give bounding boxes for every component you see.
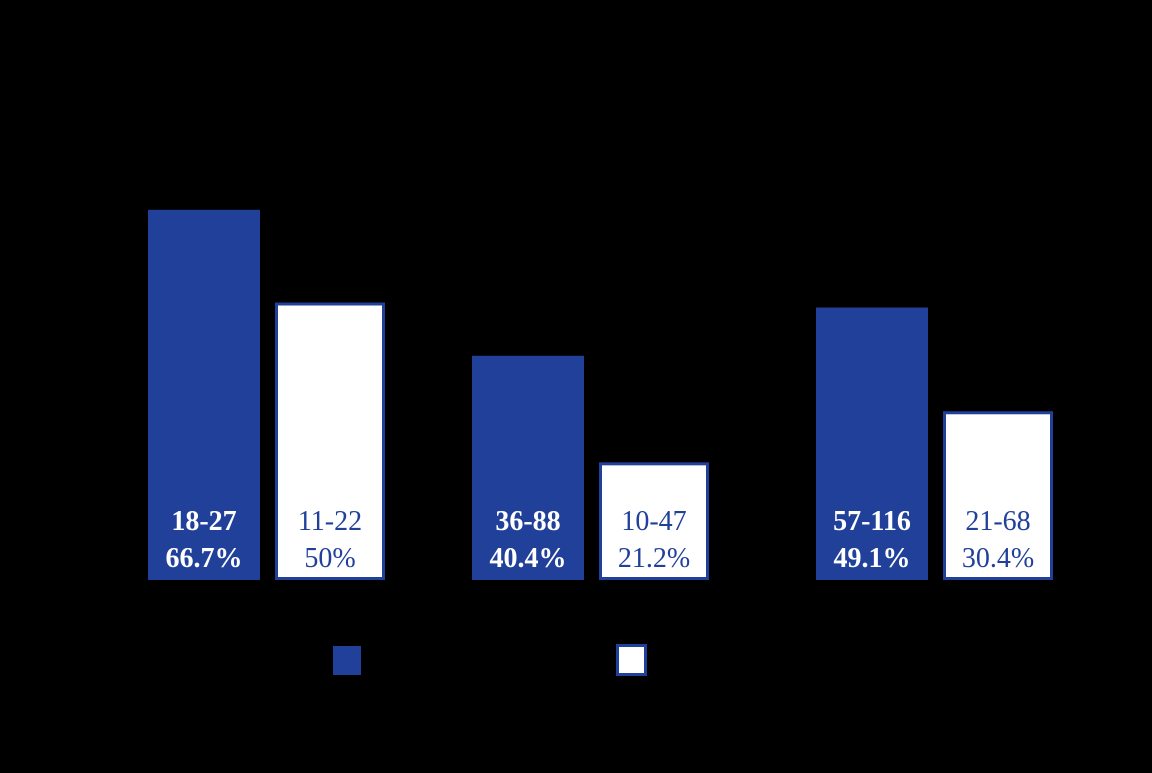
bar-series-2-group-2 bbox=[599, 462, 709, 580]
count-label-series-1-group-2: 36-88 bbox=[495, 506, 560, 537]
count-label-series-2-group-2: 10-47 bbox=[621, 506, 686, 537]
percent-label-series-2-group-3: 30.4% bbox=[962, 543, 1034, 574]
bar-labels-group: 18-27 66.7% 36-88 40.4% 57-116 49.1% 11-22 50% 1… bbox=[166, 506, 1035, 574]
percent-label-series-2-group-2: 21.2% bbox=[618, 543, 690, 574]
bars-group bbox=[148, 209, 1053, 580]
bar-series-1-group-1 bbox=[148, 209, 260, 580]
bar-series-1-group-3 bbox=[816, 307, 928, 580]
count-label-series-2-group-1: 11-22 bbox=[298, 506, 362, 537]
percent-label-series-1-group-3: 49.1% bbox=[834, 543, 911, 574]
percent-label-series-2-group-1: 50% bbox=[304, 543, 355, 574]
percent-label-series-1-group-2: 40.4% bbox=[490, 543, 567, 574]
legend-swatch-series-1 bbox=[333, 646, 361, 675]
legend bbox=[333, 644, 647, 676]
bar-series-2-group-1 bbox=[275, 302, 385, 580]
bar-series-2-group-3 bbox=[943, 411, 1053, 580]
count-label-series-1-group-1: 18-27 bbox=[171, 506, 236, 537]
bar-series-1-group-2 bbox=[472, 355, 584, 580]
count-label-series-2-group-3: 21-68 bbox=[965, 506, 1030, 537]
count-label-series-1-group-3: 57-116 bbox=[833, 506, 911, 537]
percent-label-series-1-group-1: 66.7% bbox=[166, 543, 243, 574]
legend-swatch-series-2 bbox=[616, 644, 647, 676]
